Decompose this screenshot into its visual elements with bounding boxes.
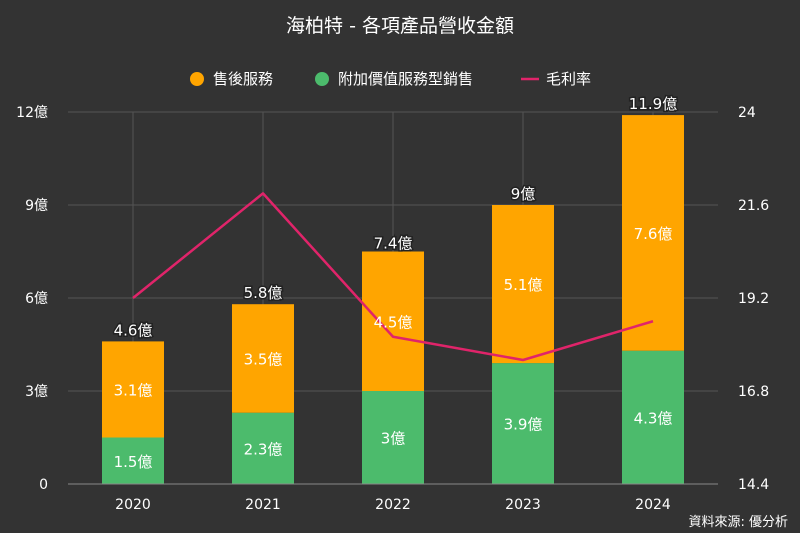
- x-tick-label: 2021: [245, 497, 281, 513]
- bar-segment: [492, 363, 554, 484]
- bar-segment-label: 7.6億: [634, 225, 673, 243]
- bar-segment: [622, 115, 684, 351]
- bar-total-label: 9億: [511, 185, 536, 203]
- margin-line: [132, 192, 654, 362]
- source-note: 資料來源: 優分析: [688, 515, 788, 530]
- bar-segment: [622, 350, 684, 484]
- y-right-tick-label: 14.4: [738, 477, 769, 493]
- y-left-tick-label: 3億: [25, 384, 48, 400]
- bar-total-label: 7.4億: [374, 235, 413, 253]
- x-tick-label: 2024: [635, 497, 671, 513]
- axes: 0 3億 6億 9億 12億 14.4 16.8 19.2 21.6 24 2020 2021 2022…: [16, 105, 769, 513]
- y-right-tick-label: 24: [738, 105, 756, 121]
- bars: [102, 115, 684, 484]
- legend-swatch: [315, 72, 329, 86]
- bar-segment: [362, 251, 424, 391]
- y-right-tick-label: 16.8: [738, 384, 769, 400]
- bar-segment-label: 1.5億: [114, 453, 153, 471]
- bar-segment-label: 3.9億: [504, 416, 543, 434]
- bar-segment: [232, 304, 294, 413]
- bar-segment-label: 3.1億: [114, 381, 153, 399]
- y-left-tick-label: 12億: [16, 105, 48, 121]
- bar-segment: [102, 437, 164, 484]
- legend: 售後服務 附加價值服務型銷售 毛利率: [190, 70, 591, 88]
- bar-segment-label: 3億: [381, 430, 406, 448]
- y-left-tick-label: 0: [39, 477, 48, 493]
- legend-swatch: [190, 72, 204, 86]
- bar-segment: [102, 341, 164, 438]
- y-right-tick-label: 21.6: [738, 198, 769, 214]
- bar-segment: [362, 391, 424, 484]
- bar-segment: [232, 412, 294, 484]
- bar-segment-label: 4.5億: [374, 313, 413, 331]
- data-labels: 1.5億 3.1億 4.6億 2.3億 3.5億 5.8億 3億 4.5億 7.4億 3.9億 5.…: [112, 94, 679, 471]
- x-tick-label: 2020: [115, 497, 151, 513]
- y-left-tick-label: 6億: [25, 291, 48, 307]
- margin-line-layer: [132, 192, 654, 362]
- chart-title: 海柏特 - 各項產品營收金額: [286, 15, 514, 37]
- bar-segment-label: 5.1億: [504, 276, 543, 294]
- bar-total-label: 4.6億: [114, 321, 153, 339]
- bar-segment-label: 3.5億: [244, 350, 283, 368]
- bar-segment-label: 4.3億: [634, 409, 673, 427]
- legend-label: 售後服務: [213, 70, 273, 88]
- legend-label: 附加價值服務型銷售: [338, 70, 473, 88]
- bar-segment: [492, 205, 554, 364]
- bar-total-label: 11.9億: [629, 95, 677, 113]
- x-tick-label: 2023: [505, 497, 541, 513]
- y-left-tick-label: 9億: [25, 198, 48, 214]
- y-right-tick-label: 19.2: [738, 291, 769, 307]
- bar-segment-label: 2.3億: [244, 440, 283, 458]
- legend-label: 毛利率: [546, 70, 591, 88]
- x-tick-label: 2022: [375, 497, 411, 513]
- bar-total-label: 5.8億: [244, 284, 283, 302]
